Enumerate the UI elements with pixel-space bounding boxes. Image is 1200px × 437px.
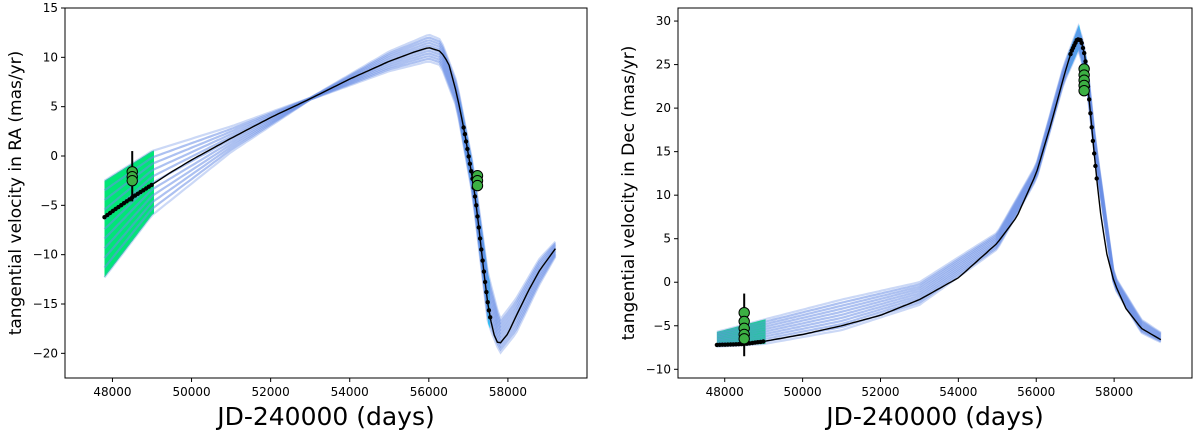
y-tick-label: −10	[646, 362, 671, 376]
orbit-sample-line	[716, 47, 1162, 348]
y-tick-label: 10	[43, 50, 58, 64]
x-tick-label: 48000	[93, 385, 131, 399]
y-tick-label: 15	[43, 1, 58, 15]
y-tick-label: 25	[656, 58, 671, 72]
data-point	[1082, 50, 1087, 56]
data-point	[1094, 176, 1099, 181]
y-tick-label: 10	[656, 188, 671, 202]
y-axis-label-ra: tangential velocity in RA (mas/yr)	[6, 51, 26, 336]
data-point	[472, 194, 478, 199]
x-axis-label-ra: JD-240000 (days)	[215, 402, 435, 431]
y-tick-label: −20	[33, 346, 58, 360]
y-tick-label: −5	[653, 319, 671, 333]
x-tick-label: 58000	[489, 385, 527, 399]
x-tick-label: 56000	[410, 385, 448, 399]
y-tick-label: −5	[40, 198, 58, 212]
data-point	[462, 131, 468, 137]
data-point	[461, 125, 466, 130]
orbit-sample-line	[103, 36, 557, 325]
observation-marker	[738, 333, 750, 345]
best-fit-line	[716, 38, 1162, 346]
data-point	[465, 146, 470, 152]
y-tick-label: 0	[50, 149, 58, 163]
y-tick-label: 30	[656, 14, 671, 28]
data-point	[482, 279, 488, 285]
y-tick-label: 5	[50, 100, 58, 114]
y-tick-label: −15	[33, 297, 58, 311]
data-point	[486, 308, 492, 313]
orbit-sample-line	[716, 44, 1162, 347]
y-tick-label: 15	[656, 145, 671, 159]
data-point	[474, 203, 479, 208]
data-point	[480, 258, 485, 263]
y-tick-label: 5	[663, 232, 671, 246]
data-point	[1092, 151, 1097, 156]
y-tick-label: 20	[656, 101, 671, 115]
x-tick-label: 56000	[1017, 385, 1055, 399]
data-point	[1083, 59, 1088, 64]
x-tick-label: 58000	[1095, 385, 1133, 399]
data-point	[1068, 51, 1073, 57]
observation-marker	[471, 179, 484, 192]
orbit-sample-line	[103, 33, 557, 322]
data-point	[466, 154, 471, 159]
observation-marker	[1078, 85, 1090, 97]
plot-frame-dec	[677, 7, 1193, 379]
data-point	[469, 169, 474, 174]
x-tick-label: 52000	[861, 385, 899, 399]
data-point	[1093, 163, 1098, 169]
y-axis-label-dec: tangential velocity in Dec (mas/yr)	[619, 46, 639, 341]
plot-frame-ra	[64, 7, 588, 379]
data-point	[1080, 45, 1086, 51]
x-axis-label-dec: JD-240000 (days)	[824, 402, 1044, 431]
orbit-sample-line	[716, 42, 1162, 345]
orbit-sample-line	[716, 40, 1162, 344]
panel-ra: 48000 50000 52000 54000 56000 58000 −20 −15 −10 −…	[6, 1, 588, 431]
x-tick-label: 54000	[939, 385, 977, 399]
data-point	[1088, 111, 1093, 116]
x-tick-label: 52000	[252, 385, 290, 399]
data-point	[477, 236, 483, 241]
data-point	[1087, 97, 1092, 102]
x-tick-label: 50000	[784, 385, 822, 399]
data-point	[476, 225, 481, 230]
observation-marker	[126, 174, 138, 187]
orbit-sample-line	[716, 22, 1162, 334]
orbit-sample-line	[716, 37, 1162, 342]
data-point	[488, 315, 493, 320]
orbit-sample-line	[716, 32, 1162, 339]
data-point	[149, 182, 154, 188]
y-tick-label: −10	[33, 248, 58, 262]
data-point	[484, 289, 489, 295]
data-point	[463, 139, 469, 144]
data-point	[479, 247, 484, 252]
panel-dec: 48000 50000 52000 54000 56000 58000 −10 −5 0 5 10 1…	[619, 7, 1193, 431]
data-point	[1089, 125, 1094, 130]
data-point	[761, 339, 766, 344]
x-tick-label: 54000	[331, 385, 369, 399]
data-point	[1079, 40, 1084, 46]
x-tick-label: 48000	[706, 385, 744, 399]
data-point	[475, 214, 480, 219]
data-point	[467, 161, 473, 166]
data-point	[1090, 138, 1096, 144]
data-point	[485, 300, 490, 305]
data-point	[481, 269, 487, 274]
x-tick-label: 50000	[172, 385, 210, 399]
orbit-sample-line	[716, 35, 1162, 341]
y-tick-label: 0	[663, 275, 671, 289]
